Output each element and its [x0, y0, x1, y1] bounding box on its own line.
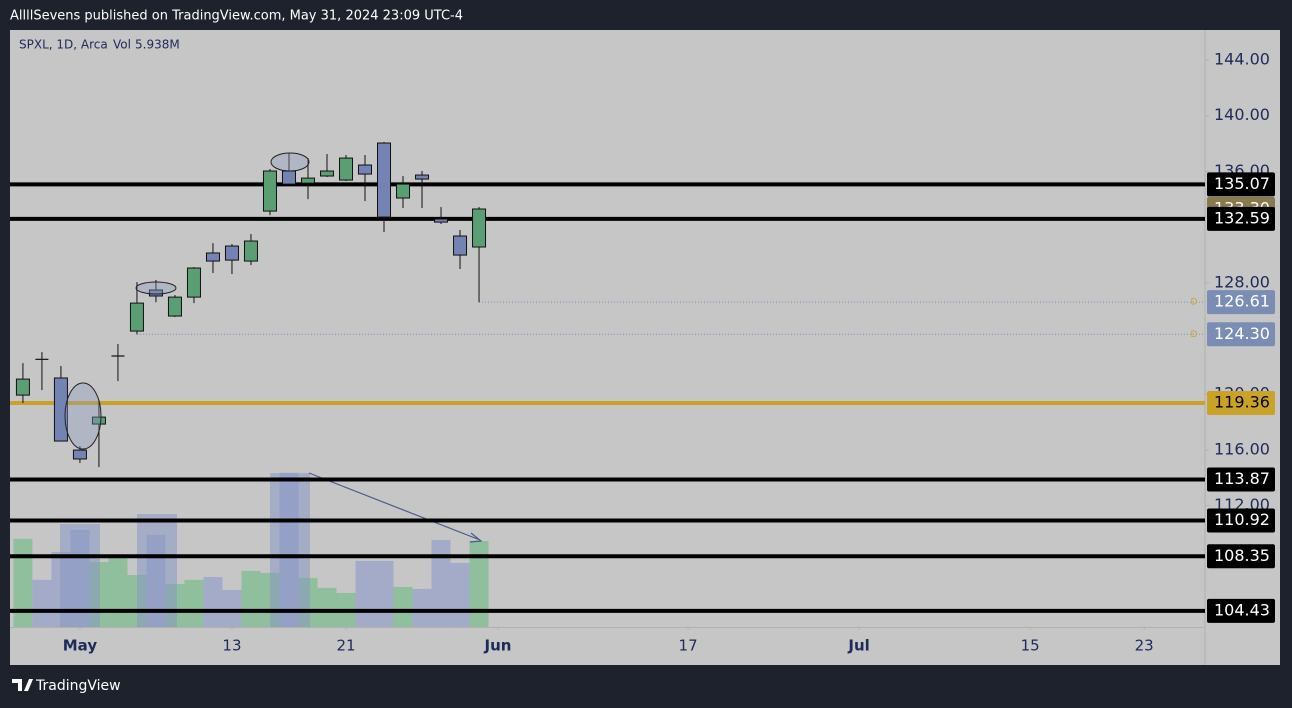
candle-body — [186, 267, 201, 298]
candle-body — [300, 177, 315, 184]
level-label-bg — [1207, 172, 1275, 197]
level-marker: D — [1191, 298, 1198, 308]
volume-bar — [32, 579, 52, 627]
price-axis: May 13 21 Jun 17 Jul 15 23144.00140.00136.00128… — [63, 50, 1275, 655]
level-label-bg — [1207, 290, 1275, 315]
x-tick-label: May — [63, 637, 98, 655]
level-label-bg — [1207, 391, 1275, 416]
volume-bar — [450, 562, 470, 627]
legend-volume-title: Vol — [113, 38, 131, 52]
volume-bar — [412, 588, 432, 627]
candle-body — [281, 170, 296, 185]
level-label: 108.35 — [1214, 546, 1270, 565]
panel — [10, 30, 1280, 665]
candle-body — [243, 240, 258, 262]
level-label-bg — [1207, 508, 1275, 533]
candle-body — [205, 252, 220, 262]
candle-body — [167, 296, 182, 317]
candle-body — [224, 245, 239, 261]
candle-body — [358, 164, 373, 175]
volume-bar — [355, 560, 375, 627]
volume-bar — [393, 587, 413, 627]
candle-body — [129, 302, 144, 332]
x-tick-label: 13 — [222, 637, 241, 655]
x-tick-label: 17 — [679, 637, 698, 655]
candle-body — [319, 170, 334, 177]
candle-body — [396, 183, 411, 199]
arrow — [308, 472, 481, 541]
candle-body — [148, 289, 163, 297]
legend-symbol: SPXL, 1D, Arca — [19, 38, 108, 52]
level-label: 124.30 — [1214, 324, 1270, 343]
volume-bar — [431, 539, 451, 627]
x-tick-label: Jun — [484, 637, 512, 655]
level-marker: D — [1191, 330, 1198, 340]
candle-body — [415, 174, 430, 180]
y-tick-label: 144.00 — [1214, 50, 1270, 69]
ellipse — [270, 152, 310, 172]
highlight-box — [137, 514, 177, 627]
candle-body — [262, 170, 277, 212]
level-label: 119.36 — [1214, 393, 1270, 412]
candle-body — [53, 377, 68, 442]
level-label: 135.07 — [1214, 174, 1270, 193]
x-tick-label: 15 — [1021, 637, 1040, 655]
level-label-bg — [1207, 467, 1275, 492]
volume-bar — [222, 589, 242, 627]
footer-brand: TradingView — [35, 678, 121, 694]
y-tick-label: 140.00 — [1214, 105, 1270, 124]
volume-bar — [241, 570, 261, 627]
candle-body — [377, 142, 392, 218]
candle-body — [72, 449, 87, 460]
x-tick-label: 21 — [336, 637, 355, 655]
level-label: 110.92 — [1214, 510, 1270, 529]
level-label: 104.43 — [1214, 600, 1270, 619]
level-label-bg — [1207, 544, 1275, 569]
candle-body — [91, 416, 106, 425]
candles — [15, 142, 487, 468]
logo-icon — [12, 679, 33, 691]
volume-bar — [317, 587, 337, 627]
volume-bar — [108, 557, 128, 627]
x-tick-label: Jul — [847, 637, 869, 655]
arrow-head — [469, 532, 483, 543]
volume-bar — [374, 560, 394, 627]
highlight-box — [270, 473, 310, 627]
ellipse — [135, 281, 177, 295]
y-tick-label: 128.00 — [1214, 272, 1270, 291]
footer-logo — [12, 679, 33, 691]
candle-body — [434, 218, 449, 223]
candle-body — [472, 208, 487, 248]
levels — [10, 182, 1205, 613]
candle-body — [453, 235, 468, 256]
candle-body — [15, 378, 30, 396]
y-tick-label: 116.00 — [1214, 439, 1270, 458]
header: AllllSevens published on TradingView.com… — [10, 9, 463, 24]
ellipse — [64, 382, 102, 450]
volume-bar — [203, 577, 223, 627]
level-label: 113.87 — [1214, 469, 1270, 488]
volume-bar — [469, 540, 489, 627]
x-tick-label: 23 — [1135, 637, 1154, 655]
legend-volume-value: 5.938M — [135, 38, 180, 52]
level-label: 132.59 — [1214, 208, 1270, 227]
level-label-bg — [1207, 206, 1275, 231]
volume-bar — [184, 579, 204, 627]
volume-bar — [13, 538, 33, 627]
level-label-bg — [1207, 598, 1275, 623]
level-label-bg — [1207, 322, 1275, 347]
level-label: 126.61 — [1214, 292, 1270, 311]
candle-body — [338, 157, 353, 181]
